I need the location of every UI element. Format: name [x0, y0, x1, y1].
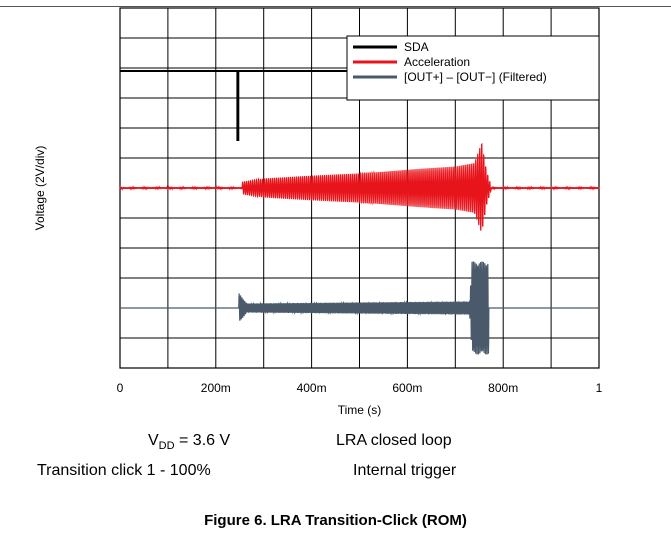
x-tick-label: 0 [117, 381, 124, 395]
y-axis-title: Voltage (2V/div) [33, 146, 47, 231]
series-trace-sda [120, 70, 599, 141]
x-tick-label: 600m [392, 381, 422, 395]
transition-condition: Transition click 1 - 100% [37, 462, 211, 479]
header-rule [0, 6, 671, 7]
chart: 0 200m 400m 600m 800m 1 Time (s) Voltage (2V/di… [33, 7, 603, 417]
vdd-condition: VDD = 3.6 V [148, 432, 230, 452]
x-tick-label: 800m [488, 381, 518, 395]
legend-label: [OUT+] – [OUT−] (Filtered) [404, 70, 547, 84]
vdd-value: = 3.6 V [174, 432, 231, 449]
x-tick-label: 200m [201, 381, 231, 395]
x-tick-label: 1 [596, 381, 603, 395]
loop-condition: LRA closed loop [336, 432, 452, 449]
series-trace-out-filtered [120, 261, 599, 355]
trigger-condition: Internal trigger [353, 462, 457, 479]
x-axis-title: Time (s) [338, 403, 382, 417]
figure-caption: Figure 6. LRA Transition-Click (ROM) [204, 512, 467, 529]
legend-label: SDA [404, 40, 429, 54]
series-trace-acceleration [119, 142, 600, 231]
legend-label: Acceleration [404, 55, 470, 69]
x-tick-label: 400m [297, 381, 327, 395]
vdd-subscript: DD [158, 440, 175, 452]
vdd-prefix: V [148, 432, 159, 449]
